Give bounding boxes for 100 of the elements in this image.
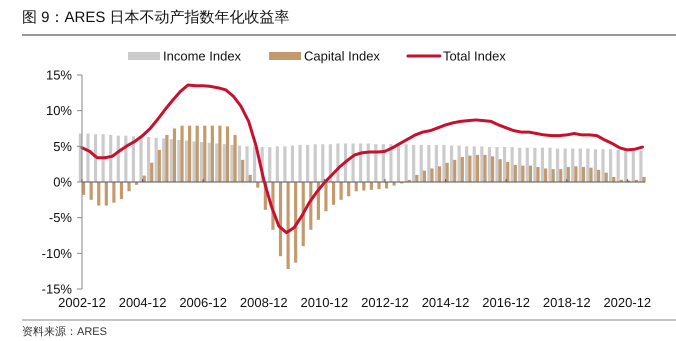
bar — [233, 134, 237, 182]
bar — [488, 147, 491, 182]
x-tick-label: 2004-12 — [118, 295, 166, 310]
bar — [256, 182, 260, 188]
bar — [548, 148, 552, 182]
bar — [294, 182, 298, 263]
bar — [582, 167, 586, 182]
bar — [154, 138, 158, 182]
x-tick-label: 2006-12 — [179, 295, 228, 310]
bar — [442, 144, 446, 182]
bar — [586, 148, 590, 182]
bar — [208, 142, 211, 182]
bar — [162, 138, 166, 182]
bar — [404, 144, 408, 182]
bar — [495, 147, 499, 182]
bar — [632, 150, 635, 182]
x-tick-label: 2008-12 — [240, 295, 288, 310]
bar — [450, 146, 454, 182]
bar — [422, 170, 426, 182]
bar — [276, 146, 279, 182]
y-tick-label: -5% — [48, 210, 72, 226]
bar — [566, 167, 570, 182]
bar — [483, 154, 487, 182]
bar — [226, 126, 230, 182]
bar — [306, 144, 310, 182]
bar — [601, 149, 605, 182]
bar — [203, 126, 206, 182]
bar — [420, 144, 423, 182]
bar — [427, 144, 430, 182]
x-tick-label: 2020-12 — [603, 295, 652, 310]
bar — [283, 146, 286, 182]
bar — [321, 144, 324, 182]
bar — [238, 146, 242, 182]
bar — [502, 147, 506, 182]
bar — [430, 168, 434, 182]
bar — [172, 128, 176, 182]
bar — [180, 126, 184, 182]
bar — [158, 150, 161, 182]
bar — [498, 159, 502, 182]
bar — [245, 146, 249, 182]
bar — [215, 143, 218, 182]
bar — [347, 182, 350, 196]
bar — [127, 182, 131, 192]
bar — [480, 146, 484, 182]
bar — [556, 148, 560, 182]
legend-label: Income Index — [163, 48, 242, 64]
bar — [540, 148, 544, 182]
y-tick-label: -10% — [42, 246, 72, 261]
bar — [184, 140, 188, 182]
x-tick-label: 2012-12 — [361, 295, 409, 310]
bar — [116, 136, 120, 182]
bar — [639, 150, 642, 182]
bar — [248, 174, 252, 182]
bar — [528, 166, 532, 182]
bar — [604, 172, 608, 182]
bar — [298, 144, 302, 182]
bar — [533, 148, 536, 182]
bar — [142, 176, 146, 182]
bar — [612, 177, 616, 182]
x-tick-label: 2018-12 — [542, 295, 591, 310]
bar — [526, 148, 529, 182]
bar — [146, 137, 150, 182]
bar — [468, 156, 472, 182]
bar — [120, 182, 124, 200]
bar — [412, 144, 416, 182]
bar — [340, 182, 343, 200]
bar — [290, 146, 294, 182]
y-tick-label: 0% — [53, 174, 72, 190]
bar — [286, 182, 290, 270]
y-tick-label: 5% — [53, 138, 72, 154]
bar — [574, 166, 578, 182]
bar — [594, 149, 598, 182]
bar — [510, 147, 514, 182]
x-tick-label: 2002-12 — [58, 295, 106, 310]
bar — [521, 166, 524, 182]
bar — [552, 169, 555, 182]
bar — [559, 169, 562, 182]
chart-title: 图 9：ARES 日本不动产指数年化收益率 — [22, 9, 290, 26]
x-tick-label: 2016-12 — [482, 295, 530, 310]
bar — [165, 134, 168, 182]
bar — [354, 182, 358, 192]
bar — [90, 182, 93, 200]
bar — [150, 162, 154, 182]
bar — [465, 146, 468, 182]
bar — [446, 162, 449, 182]
bar — [490, 156, 494, 182]
bar — [192, 141, 196, 182]
bar — [571, 148, 574, 182]
bar — [370, 182, 373, 190]
line-series — [80, 83, 644, 234]
bar — [222, 144, 226, 182]
bar — [104, 182, 108, 206]
bar — [458, 146, 461, 182]
bar — [438, 166, 442, 182]
bar — [544, 168, 548, 182]
y-tick-label: -15% — [42, 282, 72, 296]
bar — [564, 148, 567, 182]
bar — [332, 182, 336, 205]
bar — [196, 126, 199, 182]
bar — [460, 157, 464, 182]
